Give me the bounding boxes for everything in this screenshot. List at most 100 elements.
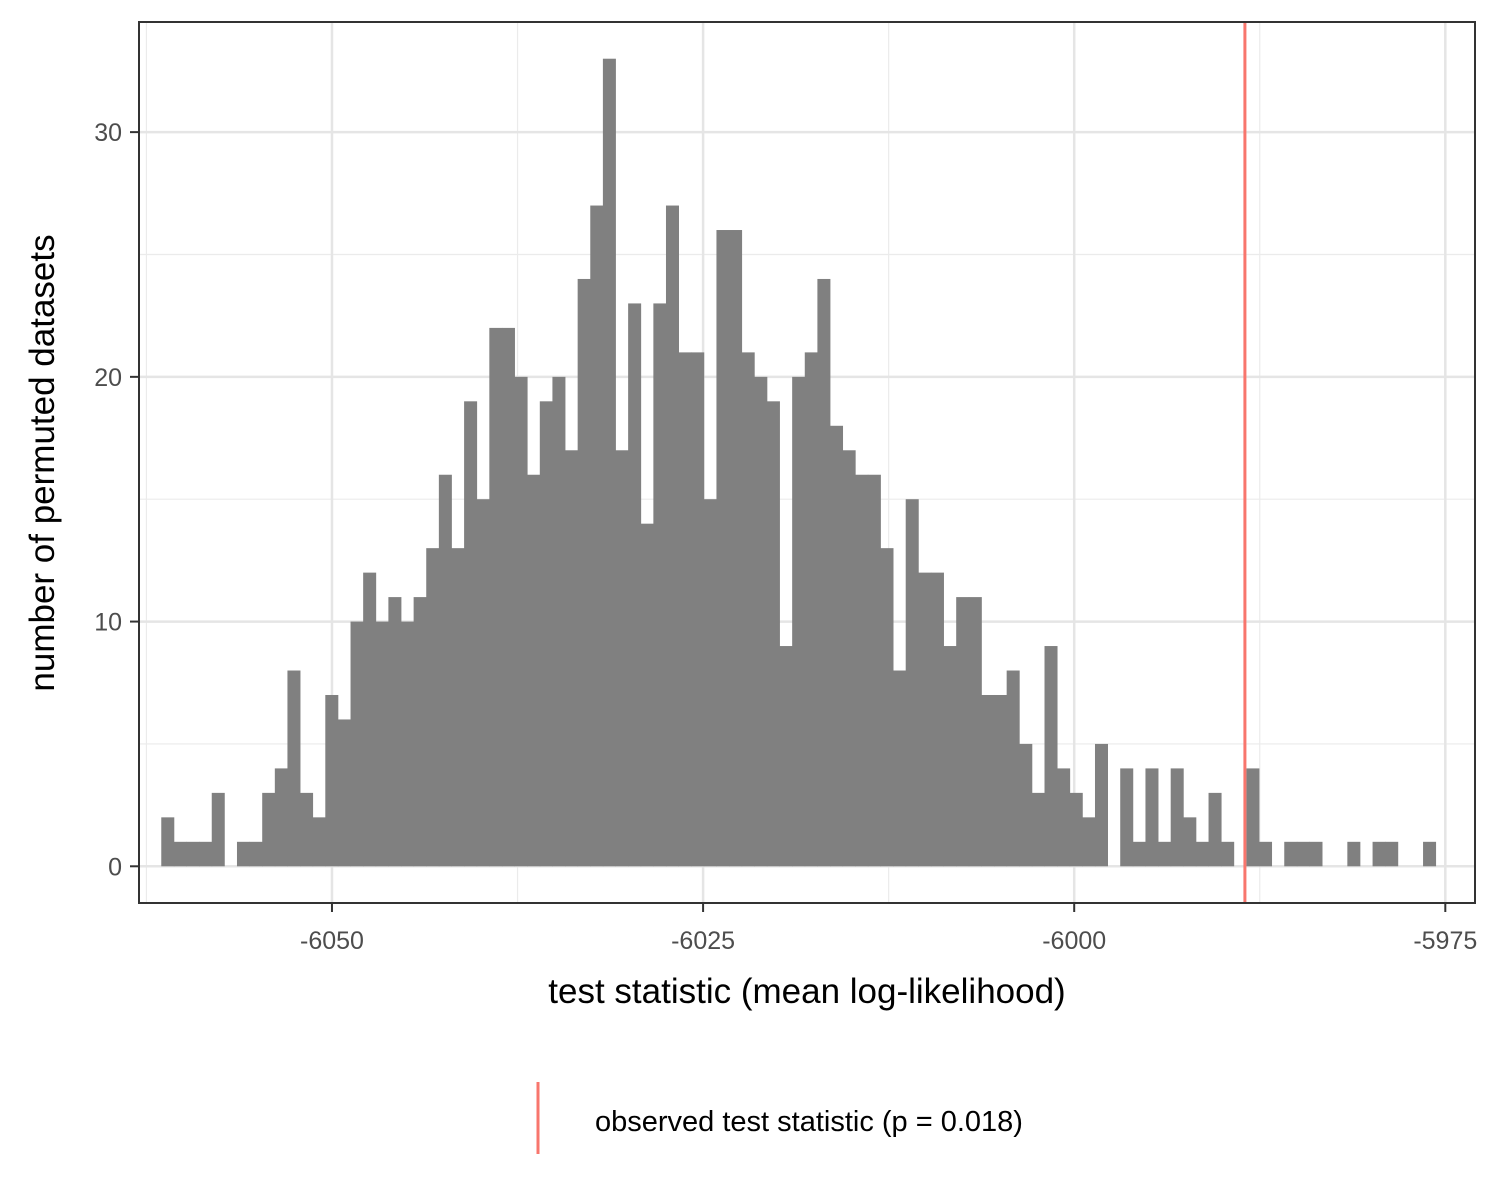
- legend-label: observed test statistic (p = 0.018): [595, 1106, 1023, 1138]
- histogram-bar: [867, 474, 881, 867]
- histogram-bar: [1221, 841, 1235, 867]
- histogram-bar: [1296, 841, 1310, 867]
- histogram-bar: [880, 548, 894, 867]
- y-axis-title: number of permuted datasets: [23, 234, 62, 691]
- histogram-bar: [1372, 841, 1386, 867]
- histogram-bar: [905, 499, 919, 867]
- histogram-bar: [438, 474, 452, 867]
- histogram-bar: [779, 646, 793, 867]
- histogram-bar: [1031, 792, 1045, 867]
- histogram-bar: [1259, 841, 1273, 867]
- histogram-bar: [565, 450, 579, 867]
- histogram-bar: [817, 278, 831, 867]
- histogram-bar: [274, 768, 288, 867]
- y-tick-label: 30: [94, 119, 122, 147]
- histogram-bar: [489, 327, 503, 867]
- histogram-bar: [262, 792, 276, 867]
- x-tick-label: -6050: [300, 927, 364, 955]
- histogram-bar: [729, 230, 743, 867]
- histogram-bar: [1019, 743, 1033, 867]
- histogram-bar: [514, 376, 528, 867]
- histogram-bar: [691, 352, 705, 867]
- histogram-bar: [249, 841, 263, 867]
- histogram-bar: [413, 597, 427, 867]
- histogram-bar: [703, 499, 717, 867]
- histogram-bar: [1309, 841, 1323, 867]
- histogram-bar: [1057, 768, 1071, 867]
- legend: observed test statistic (p = 0.018): [536, 1082, 1023, 1154]
- y-tick-label: 20: [94, 364, 122, 392]
- histogram-bar: [1208, 792, 1222, 867]
- histogram-bar: [476, 499, 490, 867]
- histogram-bar: [1347, 841, 1361, 867]
- histogram-bar: [350, 621, 364, 867]
- histogram-bar: [1284, 841, 1298, 867]
- histogram-bar: [754, 376, 768, 867]
- histogram-bar: [1195, 841, 1209, 867]
- histogram-bar: [1385, 841, 1399, 867]
- histogram-bar: [363, 572, 377, 867]
- histogram-bar: [830, 425, 844, 867]
- histogram-bar: [1044, 646, 1058, 867]
- histogram-bar: [943, 646, 957, 867]
- y-axis-ticks: 0 10 20 30: [94, 119, 139, 881]
- histogram-bar: [615, 450, 629, 867]
- histogram-bar: [236, 841, 250, 867]
- histogram-bar: [766, 401, 780, 867]
- histogram-bar: [401, 621, 415, 867]
- histogram-bar: [1094, 743, 1108, 867]
- histogram-bar: [994, 694, 1008, 867]
- histogram-bar: [716, 230, 730, 867]
- histogram-bar: [792, 376, 806, 867]
- histogram-bar: [665, 205, 679, 867]
- histogram-bar: [602, 58, 616, 867]
- y-tick-label: 0: [108, 853, 122, 881]
- histogram-bar: [388, 597, 402, 867]
- histogram-bar: [173, 841, 187, 867]
- histogram-bar: [211, 792, 225, 867]
- x-tick-label: -5975: [1413, 927, 1477, 955]
- histogram-bar: [1082, 817, 1096, 867]
- histogram-bar: [640, 523, 654, 867]
- histogram-bar: [577, 278, 591, 867]
- histogram-bar: [1069, 792, 1083, 867]
- histogram-bar: [842, 450, 856, 867]
- histogram-bar: [968, 597, 982, 867]
- histogram-bar: [981, 694, 995, 867]
- x-tick-label: -6000: [1042, 927, 1106, 955]
- histogram-bar: [956, 597, 970, 867]
- histogram-bar: [678, 352, 692, 867]
- histogram-bar: [1423, 841, 1437, 867]
- histogram-bar: [1170, 768, 1184, 867]
- histogram-bar: [1132, 841, 1146, 867]
- histogram-bar: [539, 401, 553, 867]
- histogram-bar: [590, 205, 604, 867]
- histogram-bar: [1145, 768, 1159, 867]
- histogram-bar: [199, 841, 213, 867]
- histogram-bar: [1006, 670, 1020, 867]
- x-tick-label: -6025: [671, 927, 735, 955]
- histogram-bar: [1158, 841, 1172, 867]
- histogram-bar: [918, 572, 932, 867]
- histogram-bar: [501, 327, 515, 867]
- histogram-bar: [893, 670, 907, 867]
- histogram-bar: [552, 376, 566, 867]
- histogram-bars: [161, 58, 1437, 867]
- histogram-bar: [337, 719, 351, 867]
- histogram-bar: [451, 548, 465, 867]
- histogram-bar: [300, 792, 314, 867]
- histogram-bar: [287, 670, 301, 867]
- plot-panel-border: [138, 21, 1476, 904]
- histogram-bar: [527, 474, 541, 867]
- histogram-bar: [1120, 768, 1134, 867]
- histogram-bar: [426, 548, 440, 867]
- histogram-bar: [930, 572, 944, 867]
- histogram-bar: [186, 841, 200, 867]
- histogram-bar: [464, 401, 478, 867]
- histogram-bar: [312, 817, 326, 867]
- histogram-bar: [1246, 768, 1260, 867]
- histogram-bar: [855, 474, 869, 867]
- histogram-bar: [161, 817, 175, 867]
- histogram-bar: [653, 303, 667, 867]
